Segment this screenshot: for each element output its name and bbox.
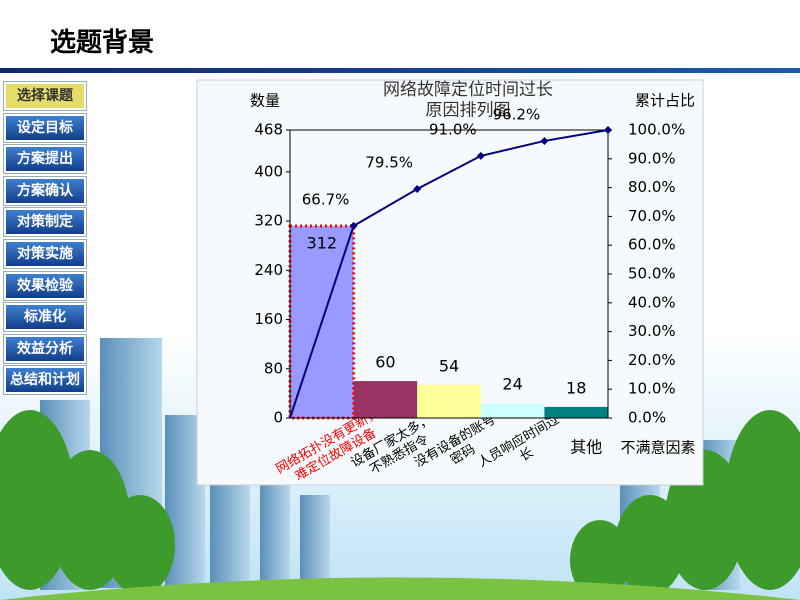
x-tick-label: 其他 <box>570 438 602 457</box>
cumulative-marker <box>413 185 422 194</box>
x-axis-label: 不满意因素 <box>620 439 695 457</box>
nav-button[interactable]: 对策制定 <box>3 207 87 238</box>
cumulative-line <box>289 129 609 419</box>
y2-tick-label: 30.0% <box>628 322 676 340</box>
y-tick-label: 400 <box>254 162 283 180</box>
nav-button[interactable]: 效益分析 <box>3 333 87 364</box>
bar-value-label: 60 <box>375 353 395 372</box>
y2-tick-label: 20.0% <box>628 351 676 369</box>
y2-tick-label: 40.0% <box>628 293 676 311</box>
y2-tick-label: 100.0% <box>628 121 685 139</box>
plot-frame <box>289 129 609 419</box>
cumulative-label: 96.2% <box>493 105 541 123</box>
bar <box>353 381 418 418</box>
slide-title: 选题背景 <box>50 28 155 58</box>
cumulative-marker <box>540 136 549 145</box>
y2-tick-label: 50.0% <box>628 265 676 283</box>
y-tick-label: 320 <box>254 212 283 230</box>
y2-tick-label: 90.0% <box>628 149 676 167</box>
cumulative-marker <box>476 151 485 160</box>
bar-value-label: 24 <box>502 375 522 394</box>
nav-button[interactable]: 效果检验 <box>3 270 87 301</box>
bar-value-label: 18 <box>566 378 586 397</box>
y-axis-label: 数量 <box>250 92 280 110</box>
bar-value-label: 54 <box>439 356 459 375</box>
cumulative-label: 79.5% <box>365 154 413 172</box>
nav-button[interactable]: 标准化 <box>3 302 87 333</box>
trees <box>0 410 800 600</box>
bar <box>480 403 545 418</box>
chart-title: 网络故障定位时间过长原因排列图 <box>383 80 553 120</box>
y2-tick-label: 80.0% <box>628 178 676 196</box>
y-tick-label: 160 <box>254 310 283 328</box>
nav-button[interactable]: 对策实施 <box>3 239 87 269</box>
bar <box>417 384 481 418</box>
y2-tick-label: 0.0% <box>628 409 666 427</box>
y-tick-label: 240 <box>254 261 283 279</box>
y2-tick-label: 70.0% <box>628 207 676 225</box>
y-tick-label: 0 <box>273 409 283 427</box>
cumulative-label: 66.7% <box>302 190 350 208</box>
bar <box>544 406 608 418</box>
nav-button[interactable]: 方案确认 <box>3 175 87 206</box>
cumulative-marker <box>604 126 612 134</box>
nav-button[interactable]: 总结和计划 <box>3 365 87 396</box>
grass <box>0 577 800 600</box>
bar-value-label: 312 <box>307 234 338 253</box>
y2-tick-label: 60.0% <box>628 236 676 254</box>
nav-button[interactable]: 方案提出 <box>3 144 87 175</box>
y-tick-label: 80 <box>264 359 283 377</box>
cumulative-marker <box>349 221 358 230</box>
nav-button[interactable]: 选择课题 <box>3 81 87 111</box>
nav-button[interactable]: 设定目标 <box>3 112 87 143</box>
cumulative-label: 91.0% <box>429 120 477 138</box>
title-rule <box>0 68 800 73</box>
y2-axis-label: 累计占比 <box>635 92 695 110</box>
y2-tick-label: 10.0% <box>628 380 676 398</box>
y-tick-label: 468 <box>254 121 283 139</box>
